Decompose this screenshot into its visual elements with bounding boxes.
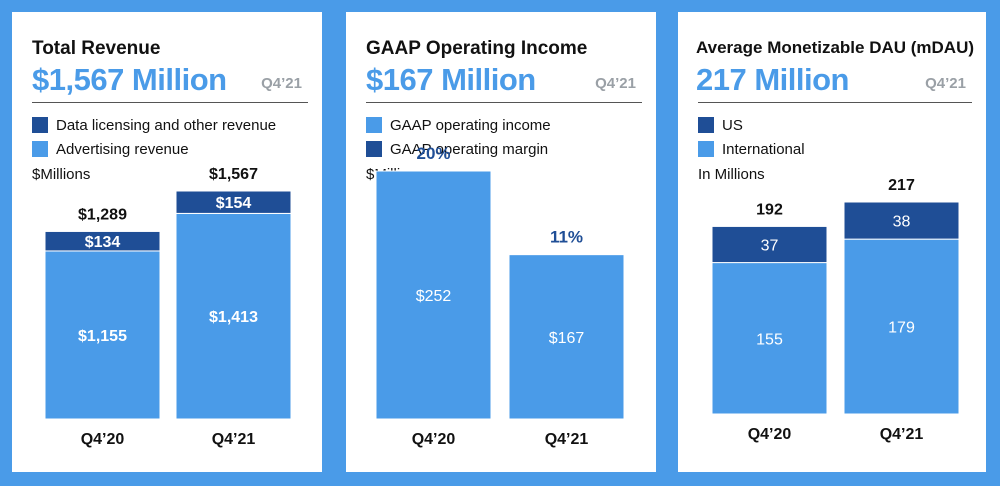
bar-value-label: $1,413 xyxy=(209,309,258,326)
x-tick-label: Q4’20 xyxy=(81,431,125,448)
panel-title: Average Monetizable DAU (mDAU) xyxy=(696,38,975,57)
bar-total-label: 217 xyxy=(888,177,915,194)
legend-label: GAAP operating margin xyxy=(390,140,549,158)
divider xyxy=(698,102,972,103)
bar-margin-label: 11% xyxy=(550,228,583,247)
bar-segment xyxy=(175,190,292,214)
legend-item: GAAP operating margin xyxy=(366,140,548,158)
divider xyxy=(366,102,642,103)
legend-label: Data licensing and other revenue xyxy=(56,116,277,134)
legend-label: International xyxy=(722,140,805,158)
bar-value-label: $167 xyxy=(549,330,585,347)
x-tick-label: Q4’20 xyxy=(412,431,456,448)
operating-income-panel: GAAP Operating Income $167 Million Q4’21… xyxy=(346,12,656,472)
legend-swatch xyxy=(698,141,714,157)
bar-segment xyxy=(711,262,828,415)
x-tick-label: Q4’21 xyxy=(880,426,924,443)
bar-value-label: $1,155 xyxy=(78,328,127,345)
legend-item: Data licensing and other revenue xyxy=(32,116,276,134)
divider xyxy=(32,102,308,103)
legend-label: GAAP operating income xyxy=(390,116,551,134)
legend-swatch xyxy=(366,117,382,133)
revenue-chart: $1,155 $134 $1,289 Q4’20 $1,413 $154 $1,567 Q4’… xyxy=(44,166,292,448)
bar-segment xyxy=(44,250,161,420)
bar-segment xyxy=(843,201,960,240)
bar-total-label: $1,289 xyxy=(78,206,127,223)
mdau-panel: Average Monetizable DAU (mDAU) 217 Milli… xyxy=(678,12,986,472)
headline-value: 217 Million xyxy=(696,62,849,97)
bar-segment xyxy=(508,254,625,420)
unit-label: In Millions xyxy=(698,166,765,183)
total-revenue-panel: Total Revenue $1,567 Million Q4’21 Data … xyxy=(12,12,322,472)
legend-label: Advertising revenue xyxy=(56,140,189,158)
bar-value-label: $252 xyxy=(416,288,452,305)
bar-value-label: 37 xyxy=(761,237,779,254)
headline-value: $167 Million xyxy=(366,62,536,97)
panel-title: GAAP Operating Income xyxy=(366,38,588,59)
x-tick-label: Q4’21 xyxy=(212,431,256,448)
period-label: Q4’21 xyxy=(595,75,636,92)
bar-value-label: 38 xyxy=(893,214,911,231)
bar-value-label: 179 xyxy=(888,320,915,337)
bar-value-label: 155 xyxy=(756,331,783,348)
x-tick-label: Q4’21 xyxy=(545,431,589,448)
headline-value: $1,567 Million xyxy=(32,62,227,97)
legend-item: International xyxy=(698,140,805,158)
bar-segment xyxy=(843,238,960,415)
legend-item: Advertising revenue xyxy=(32,140,189,158)
legend-swatch xyxy=(32,141,48,157)
legend-item: GAAP operating income xyxy=(366,116,551,134)
bar-segment xyxy=(375,170,492,420)
bar-value-label: $154 xyxy=(216,195,252,212)
bar-segment xyxy=(44,230,161,252)
legend-swatch xyxy=(698,117,714,133)
legend-item: US xyxy=(698,116,743,134)
period-label: Q4’21 xyxy=(925,75,966,92)
unit-label: $Millions xyxy=(32,166,91,183)
bar-value-label: $134 xyxy=(85,234,121,251)
legend-swatch xyxy=(32,117,48,133)
period-label: Q4’21 xyxy=(261,75,302,92)
panel-title: Total Revenue xyxy=(32,38,161,59)
mdau-chart: 155 37 192 Q4’20 179 38 217 Q4’21 xyxy=(711,177,960,443)
bar-total-label: 192 xyxy=(756,201,783,218)
legend-swatch xyxy=(366,141,382,157)
bar-total-label: $1,567 xyxy=(209,166,258,183)
operating-income-chart: $252 20% Q4’20 $167 11% Q4’21 xyxy=(375,144,625,448)
bar-segment xyxy=(711,225,828,264)
x-tick-label: Q4’20 xyxy=(748,426,792,443)
bar-margin-label: 20% xyxy=(416,144,450,163)
legend-label: US xyxy=(722,116,743,134)
